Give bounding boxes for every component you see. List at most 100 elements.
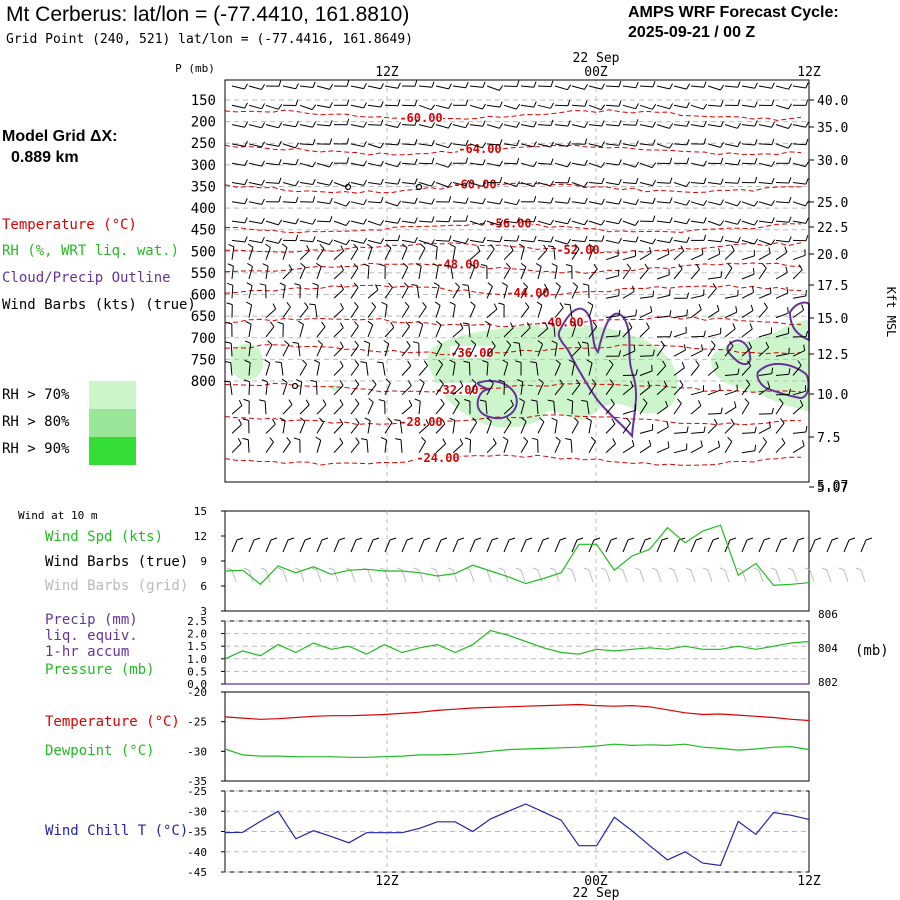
wind-barb-flag xyxy=(513,341,520,344)
wind-barb xyxy=(469,301,476,318)
wind-barb-shaft xyxy=(350,248,359,260)
wind-barb xyxy=(741,268,755,280)
wind-barb xyxy=(758,302,768,318)
barb-shaft xyxy=(537,539,544,553)
wind-speed-panel-tick-label: 3 xyxy=(200,605,207,618)
wind-barb-shaft xyxy=(622,291,635,299)
wind-barb xyxy=(350,263,359,280)
wind-barb-shaft xyxy=(231,220,245,224)
wind-barb xyxy=(401,236,418,244)
barb-flag xyxy=(277,567,284,571)
pressure-right-tick: 806 xyxy=(818,608,838,621)
wind-barb xyxy=(469,220,487,226)
wind-barb-flag xyxy=(462,284,469,286)
wind-barb-10m-grid xyxy=(311,567,322,583)
wind-barb xyxy=(554,99,571,107)
wind-barb-flag xyxy=(652,215,656,222)
wind-barb xyxy=(401,197,418,204)
wind-barb-flag xyxy=(784,246,788,253)
wind-barb-flag xyxy=(787,307,789,314)
precip-panel-tick-label: 0.5 xyxy=(187,665,207,678)
wind-barb-flag xyxy=(788,103,793,110)
barb-flag xyxy=(515,567,522,571)
wind-barb xyxy=(248,84,266,90)
wind-barb xyxy=(775,368,791,376)
contour-label-bg xyxy=(435,383,479,396)
wind-barb xyxy=(571,282,579,299)
wind-barb xyxy=(503,199,520,206)
wind-barb xyxy=(292,341,301,357)
wind-barb-shaft xyxy=(775,143,789,149)
wind-barb-flag xyxy=(465,157,469,164)
wind-barb xyxy=(707,199,725,206)
wind-barb-10m-grid xyxy=(685,567,696,583)
wind-barb-shaft xyxy=(469,162,483,166)
wind-barb-flag xyxy=(788,196,792,203)
wind-barb-shaft xyxy=(605,85,620,88)
barb-shaft xyxy=(367,539,374,553)
wind-barb-shaft xyxy=(673,220,687,225)
wind-barb xyxy=(244,359,251,376)
wind-barb-shaft xyxy=(452,328,464,338)
wind-barb xyxy=(639,215,656,222)
top-time-label: 12Z xyxy=(797,65,821,80)
wind-barb xyxy=(605,359,614,376)
wind-barb xyxy=(571,417,579,434)
wind-barb xyxy=(537,141,555,148)
wind-barb-shaft xyxy=(350,345,359,357)
wind-barb xyxy=(482,360,489,376)
wind-barb-flag xyxy=(663,380,668,387)
wind-barb-shaft xyxy=(758,426,771,434)
wind-barb-flag xyxy=(516,139,520,146)
wind-barb-flag xyxy=(340,264,344,271)
wind-barb-flag xyxy=(651,364,653,371)
wind-barb xyxy=(792,234,809,242)
wind-barb-flag xyxy=(703,426,706,433)
legend-rh80-swatch xyxy=(89,409,136,437)
wind-barb xyxy=(259,399,267,415)
wind-barb-shaft xyxy=(792,143,807,146)
wind-barb-shaft xyxy=(503,85,518,87)
wind-barb xyxy=(586,359,593,376)
wind-barb xyxy=(384,378,391,396)
wind-barb-flag xyxy=(703,200,708,206)
wind-barb-shaft xyxy=(316,104,330,109)
wind-barb-flag xyxy=(635,199,639,205)
wind-barb-shaft xyxy=(571,182,585,188)
wind-barb-flag xyxy=(618,218,622,224)
wind-barb-shaft xyxy=(758,267,767,280)
wind-barb-shaft xyxy=(724,441,733,453)
wind-barb-flag xyxy=(406,340,411,347)
barb-flag xyxy=(600,567,607,571)
barb-shaft xyxy=(333,569,339,583)
wind-barb-flag xyxy=(381,301,388,306)
wind-barb-shaft xyxy=(622,422,631,434)
wind-barb xyxy=(605,330,621,338)
wind-barb xyxy=(498,379,505,395)
wind-barb xyxy=(758,381,771,396)
wind-barb xyxy=(588,263,598,280)
wind-barb-flag xyxy=(652,139,656,146)
wind-barb-shaft xyxy=(605,162,619,166)
wind-barb xyxy=(452,282,460,299)
wind-barb-flag xyxy=(340,245,345,252)
barb-flag xyxy=(549,567,556,571)
wind-barb-flag xyxy=(754,176,758,183)
barb-flag xyxy=(746,537,754,541)
wind-barb xyxy=(231,217,248,224)
wind-barb-shaft xyxy=(537,266,542,280)
wind-barb-flag xyxy=(719,384,721,391)
wind-barb xyxy=(622,417,631,434)
wind-barb-flag xyxy=(798,264,803,271)
temperature-panel-frame xyxy=(224,691,810,782)
wind-barb-flag xyxy=(668,143,674,149)
wind-barb-shaft xyxy=(316,124,330,127)
wind-barb-flag xyxy=(635,369,638,376)
wind-barb-shaft xyxy=(673,143,688,146)
wind-barb-shaft xyxy=(231,266,234,280)
wind-barb xyxy=(792,426,808,434)
wind-barb-flag xyxy=(737,177,741,184)
barb-flag xyxy=(668,567,675,571)
wind-barb-flag xyxy=(547,399,554,402)
wind-barb xyxy=(225,321,233,337)
